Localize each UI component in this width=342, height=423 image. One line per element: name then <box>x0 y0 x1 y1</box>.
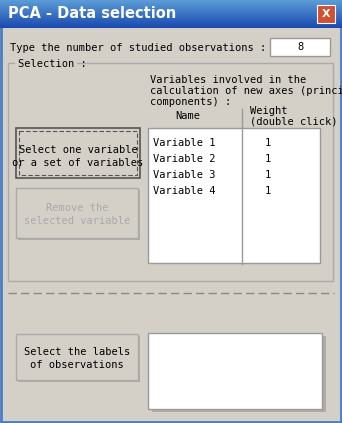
Text: Variables involved in the: Variables involved in the <box>150 75 306 85</box>
FancyBboxPatch shape <box>18 336 140 382</box>
Text: Select one variable: Select one variable <box>18 145 137 155</box>
Text: 1: 1 <box>265 186 271 196</box>
FancyBboxPatch shape <box>0 14 342 15</box>
Text: calculation of new axes (principal: calculation of new axes (principal <box>150 86 342 96</box>
FancyBboxPatch shape <box>0 6 342 7</box>
FancyBboxPatch shape <box>0 25 342 26</box>
FancyBboxPatch shape <box>0 1 342 2</box>
Text: (double click): (double click) <box>250 116 338 126</box>
FancyBboxPatch shape <box>18 190 140 240</box>
FancyBboxPatch shape <box>0 23 342 24</box>
Text: Variable 3: Variable 3 <box>153 170 215 180</box>
FancyBboxPatch shape <box>0 9 342 10</box>
FancyBboxPatch shape <box>0 24 342 25</box>
Text: Weight: Weight <box>250 106 288 116</box>
FancyBboxPatch shape <box>0 5 342 6</box>
FancyBboxPatch shape <box>0 19 342 20</box>
FancyBboxPatch shape <box>0 0 342 1</box>
FancyBboxPatch shape <box>148 333 322 409</box>
Text: components) :: components) : <box>150 97 231 107</box>
FancyBboxPatch shape <box>0 2 342 3</box>
FancyBboxPatch shape <box>0 27 342 28</box>
FancyBboxPatch shape <box>15 60 77 68</box>
FancyBboxPatch shape <box>0 16 342 17</box>
FancyBboxPatch shape <box>16 128 140 178</box>
FancyBboxPatch shape <box>0 18 342 19</box>
Text: Type the number of studied observations :: Type the number of studied observations … <box>10 43 266 53</box>
Text: Variable 4: Variable 4 <box>153 186 215 196</box>
Text: 1: 1 <box>265 138 271 148</box>
Text: Remove the: Remove the <box>46 203 108 213</box>
Text: Name: Name <box>175 111 200 121</box>
FancyBboxPatch shape <box>0 11 342 12</box>
FancyBboxPatch shape <box>16 188 138 238</box>
FancyBboxPatch shape <box>148 128 320 263</box>
Text: selected variable: selected variable <box>24 216 130 226</box>
FancyBboxPatch shape <box>16 334 138 380</box>
FancyBboxPatch shape <box>0 7 342 8</box>
FancyBboxPatch shape <box>0 8 342 9</box>
Text: Variable 2: Variable 2 <box>153 154 215 164</box>
FancyBboxPatch shape <box>317 5 335 23</box>
Text: Variable 1: Variable 1 <box>153 138 215 148</box>
FancyBboxPatch shape <box>0 17 342 18</box>
Text: of observations: of observations <box>30 360 124 370</box>
Text: Select the labels: Select the labels <box>24 347 130 357</box>
FancyBboxPatch shape <box>270 38 330 56</box>
Text: X: X <box>322 9 330 19</box>
FancyBboxPatch shape <box>0 21 342 22</box>
FancyBboxPatch shape <box>0 20 342 21</box>
FancyBboxPatch shape <box>0 13 342 14</box>
Text: PCA - Data selection: PCA - Data selection <box>8 6 176 22</box>
Text: 8: 8 <box>297 42 303 52</box>
FancyBboxPatch shape <box>8 63 333 281</box>
FancyBboxPatch shape <box>0 26 342 27</box>
Text: Selection :: Selection : <box>18 59 87 69</box>
Text: or a set of variables: or a set of variables <box>12 158 144 168</box>
FancyBboxPatch shape <box>0 12 342 13</box>
Text: 1: 1 <box>265 154 271 164</box>
FancyBboxPatch shape <box>19 131 137 175</box>
FancyBboxPatch shape <box>0 10 342 11</box>
FancyBboxPatch shape <box>0 3 342 4</box>
FancyBboxPatch shape <box>0 15 342 16</box>
FancyBboxPatch shape <box>0 4 342 5</box>
FancyBboxPatch shape <box>0 22 342 23</box>
FancyBboxPatch shape <box>152 336 326 412</box>
Text: 1: 1 <box>265 170 271 180</box>
